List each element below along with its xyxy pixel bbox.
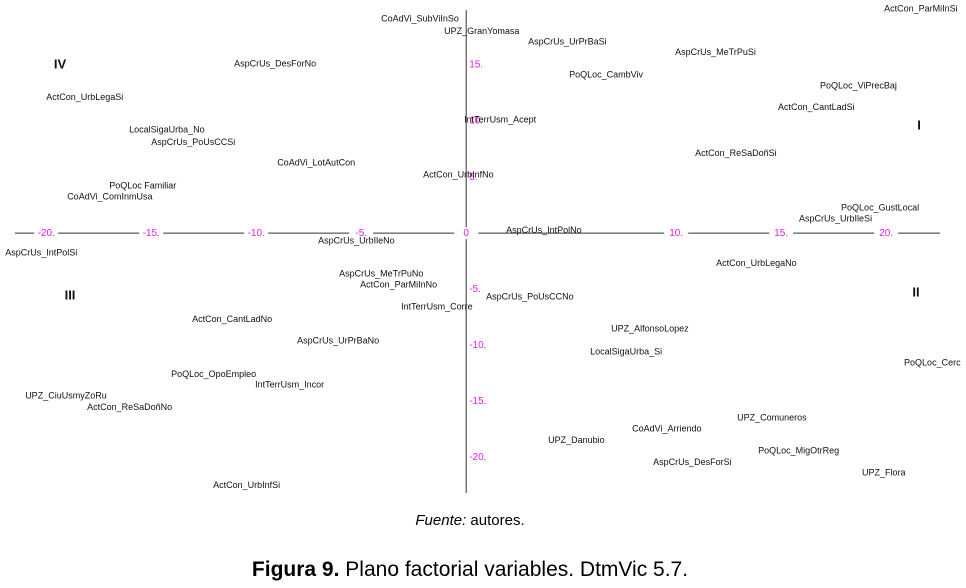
x-tick-label: -10. [248,228,265,239]
x-tick-label: -5. [355,228,367,239]
quadrant-label: I [917,117,921,132]
quadrant-label: II [912,284,919,299]
tick-background [664,227,689,240]
point-label: IntTerrUsm_Acept [464,114,537,124]
point-label: ActCon_UrbInfSi [213,480,280,490]
source-label: Fuente: [415,512,467,529]
tick-background [874,227,899,240]
tick-background [244,227,269,240]
point-label: ActCon_ParMiInNo [360,280,437,290]
point-label: ActCon_UrbLegaSi [46,92,123,102]
point-label: LocalSigaUrba_No [129,124,205,134]
y-tick-label: -20. [469,452,486,463]
y-tick-label: 5. [469,172,477,183]
tick-background [139,227,164,240]
point-label: AspCrUs_PoUsCCSi [151,137,235,147]
point-label: IntTerrUsm_Corre [401,302,473,312]
point-label: ActCon_ReSaDoñSi [695,148,777,158]
point-label: UPZ_AlfonsoLopez [611,323,689,333]
point-label: UPZ_GranYomasa [444,26,519,36]
point-label: AspCrUs_MeTrPuNo [339,268,423,278]
x-tick-label: -20. [38,228,55,239]
chart: -20. -15. -10. -5. 0 10. 15. 20. 15. 10. 5. -5. -10.… [5,3,961,493]
x-tick-label: 10. [669,228,683,239]
point-label: AspCrUs_UrPrBaNo [297,336,379,346]
point-label: LocalSigaUrba_Si [590,346,662,356]
source-text: autores. [470,512,525,529]
point-label: UPZ_Danubio [548,435,605,445]
point-label: AspCrUs_MeTrPuSi [675,47,756,57]
point-label: ActCon_CantLadSi [778,102,855,112]
point-label: PoQLoc_ViPrecBaj [820,81,897,91]
y-tick-label: -5. [469,284,481,295]
caption: Figura 9. Plano factorial variables. Dtm… [0,558,940,582]
point-label: CoAdVi_LotAutCon [277,157,355,167]
point-label: PoQLoc_CambViv [569,69,643,79]
point-label: ActCon_UrbInfNo [423,169,494,179]
point-label: AspCrUs_UrPrBaSi [528,36,607,46]
point-label: AspCrUs_IntPolNo [506,225,582,235]
x-tick-label: 20. [879,228,893,239]
x-tick-label: 15. [774,228,788,239]
point-label: ActCon_UrbLegaNo [716,258,797,268]
caption-text: Plano factorial variables. DtmVic 5.7. [345,558,689,581]
point-label: UPZ_Comuneros [737,413,807,423]
x-tick-label: 0 [463,228,469,239]
point-label: PoQLoc_Cerc [904,358,961,368]
point-label: PoQLoc_GustLocal [841,202,919,212]
point-label: CoAdVi_Arriendo [632,424,701,434]
tick-background [454,227,479,240]
point-label: PoQLoc_MigOtrReg [758,446,839,456]
point-label: AspCrUs_DesForSi [653,457,732,467]
x-tick-label: -15. [143,228,160,239]
point-label: ActCon_ParMiInSi [884,3,958,13]
point-label: UPZ_CiuUsmyZoRu [25,391,107,401]
point-label: ActCon_CantLadNo [192,314,272,324]
tick-background [349,227,374,240]
source: Fuente: autores. [0,512,940,529]
caption-label: Figura 9. [251,558,340,581]
point-label: AspCrUs_UrbIleNo [318,235,395,245]
y-tick-label: -15. [469,396,486,407]
point-label: AspCrUs_UrbIleSi [799,214,872,224]
point-label: IntTerrUsm_Incor [255,379,324,389]
point-label: AspCrUs_IntPolSi [5,248,77,258]
tick-background [769,227,794,240]
point-label: CoAdVi_ComInmUsa [67,192,152,202]
y-tick-label: -10. [469,340,486,351]
point-label: PoQLoc Familiar [109,180,176,190]
point-label: AspCrUs_DesForNo [234,58,316,68]
point-label: PoQLoc_OpoEmpleo [171,369,256,379]
point-label: UPZ_Flora [862,467,906,477]
point-label: ActCon_ReSaDoñNo [87,402,172,412]
quadrant-label: IV [54,56,67,71]
y-tick-label: 15. [469,60,483,71]
quadrant-label: III [65,287,76,302]
point-label: CoAdVi_SubViInSo [381,13,459,23]
y-tick-label: 10. [469,116,483,127]
point-label: AspCrUs_PoUsCCNo [486,291,574,301]
tick-background [34,227,59,240]
